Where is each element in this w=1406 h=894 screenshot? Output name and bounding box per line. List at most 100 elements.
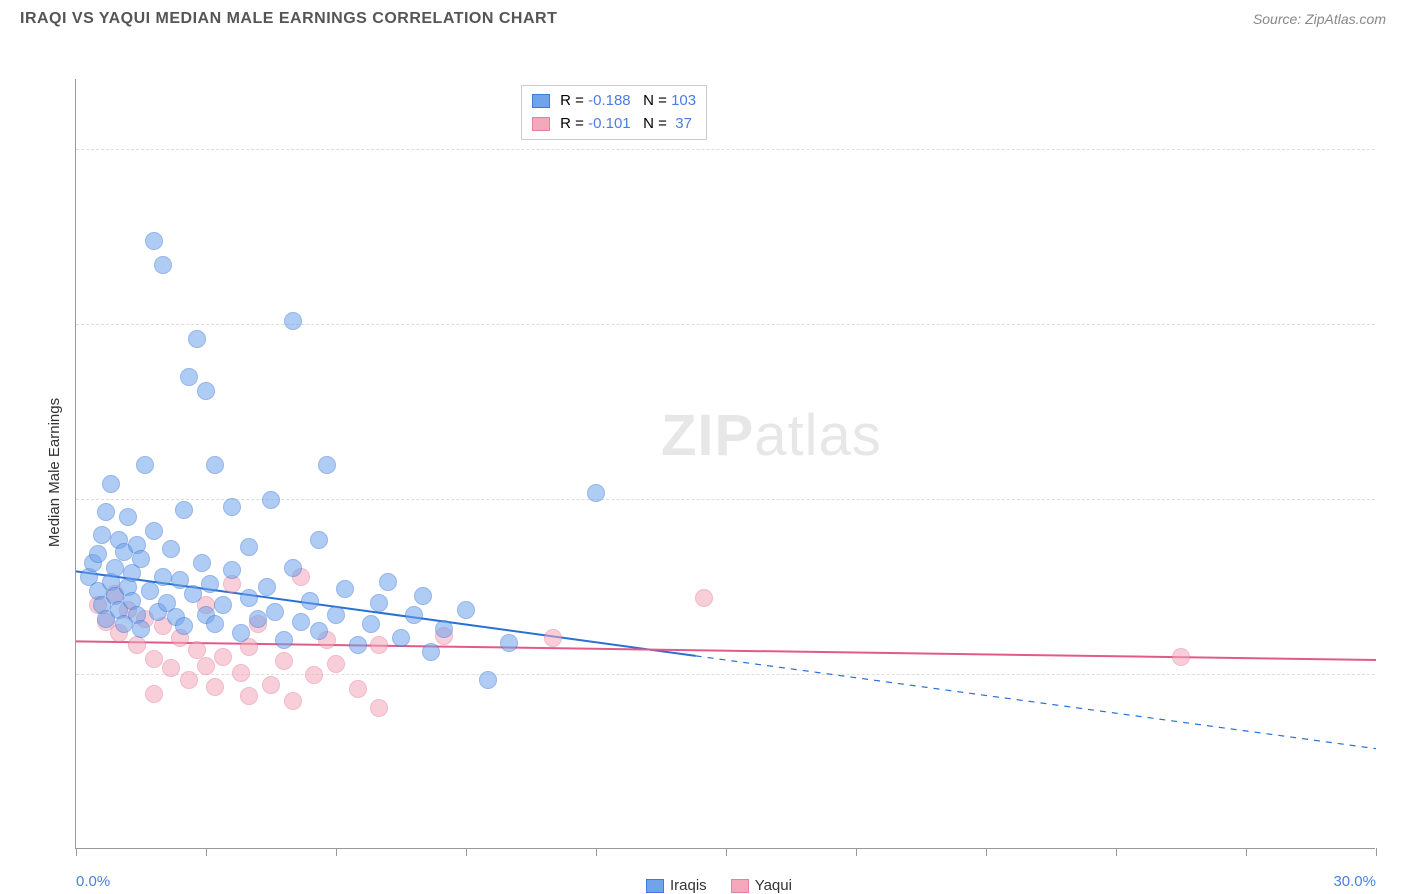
- data-point: [292, 613, 310, 631]
- data-point: [223, 498, 241, 516]
- data-point: [162, 659, 180, 677]
- legend-swatch: [532, 117, 550, 131]
- x-tick: [76, 848, 77, 856]
- data-point: [301, 592, 319, 610]
- data-point: [214, 648, 232, 666]
- data-point: [132, 550, 150, 568]
- legend-swatch: [731, 879, 749, 893]
- x-tick: [336, 848, 337, 856]
- data-point: [1172, 648, 1190, 666]
- data-point: [206, 678, 224, 696]
- legend-item: Iraqis: [646, 877, 707, 894]
- data-point: [327, 655, 345, 673]
- data-point: [305, 666, 323, 684]
- data-point: [154, 568, 172, 586]
- data-point: [188, 330, 206, 348]
- data-point: [214, 596, 232, 614]
- plot-area: ZIPatlas $37,500$75,000$112,500$150,0000…: [75, 79, 1375, 849]
- data-point: [370, 594, 388, 612]
- data-point: [141, 582, 159, 600]
- legend-label: Yaqui: [755, 877, 792, 894]
- x-tick: [1376, 848, 1377, 856]
- data-point: [240, 538, 258, 556]
- data-point: [206, 615, 224, 633]
- data-point: [136, 456, 154, 474]
- legend-text: R = -0.101 N = 37: [556, 113, 692, 136]
- data-point: [119, 508, 137, 526]
- data-point: [258, 578, 276, 596]
- x-tick-label: 0.0%: [76, 873, 110, 890]
- data-point: [379, 573, 397, 591]
- x-tick: [466, 848, 467, 856]
- data-point: [175, 501, 193, 519]
- data-point: [284, 559, 302, 577]
- legend-swatch: [532, 94, 550, 108]
- data-point: [93, 526, 111, 544]
- data-point: [132, 620, 150, 638]
- data-point: [102, 475, 120, 493]
- y-tick-label: $112,500: [1385, 316, 1406, 333]
- data-point: [422, 643, 440, 661]
- legend-label: Iraqis: [670, 877, 707, 894]
- data-point: [435, 620, 453, 638]
- data-point: [414, 587, 432, 605]
- data-point: [232, 664, 250, 682]
- legend-item: Yaqui: [731, 877, 792, 894]
- x-tick: [986, 848, 987, 856]
- data-point: [206, 456, 224, 474]
- data-point: [544, 629, 562, 647]
- data-point: [457, 601, 475, 619]
- x-tick: [1246, 848, 1247, 856]
- data-point: [327, 606, 345, 624]
- data-point: [262, 676, 280, 694]
- data-point: [128, 636, 146, 654]
- y-axis-title: Median Male Earnings: [46, 398, 63, 547]
- data-point: [193, 554, 211, 572]
- data-point: [106, 559, 124, 577]
- data-point: [249, 610, 267, 628]
- data-point: [145, 522, 163, 540]
- source-attribution: Source: ZipAtlas.com: [1253, 11, 1386, 27]
- data-point: [188, 641, 206, 659]
- legend-swatch: [646, 879, 664, 893]
- x-tick: [856, 848, 857, 856]
- data-point: [284, 312, 302, 330]
- data-point: [240, 589, 258, 607]
- data-point: [587, 484, 605, 502]
- regression-lines: [76, 79, 1376, 849]
- data-point: [275, 631, 293, 649]
- legend-row: R = -0.101 N = 37: [532, 113, 696, 136]
- y-tick-label: $150,000: [1385, 141, 1406, 158]
- data-point: [223, 561, 241, 579]
- data-point: [145, 685, 163, 703]
- legend-row: R = -0.188 N = 103: [532, 90, 696, 113]
- x-tick: [596, 848, 597, 856]
- data-point: [175, 617, 193, 635]
- data-point: [154, 256, 172, 274]
- data-point: [318, 456, 336, 474]
- y-tick-label: $75,000: [1385, 491, 1406, 508]
- data-point: [201, 575, 219, 593]
- data-point: [405, 606, 423, 624]
- data-point: [145, 232, 163, 250]
- data-point: [695, 589, 713, 607]
- data-point: [284, 692, 302, 710]
- data-point: [370, 636, 388, 654]
- data-point: [362, 615, 380, 633]
- data-point: [197, 657, 215, 675]
- data-point: [479, 671, 497, 689]
- data-point: [275, 652, 293, 670]
- data-point: [145, 650, 163, 668]
- data-point: [266, 603, 284, 621]
- x-tick: [1116, 848, 1117, 856]
- chart-title: IRAQI VS YAQUI MEDIAN MALE EARNINGS CORR…: [20, 10, 557, 28]
- x-tick: [206, 848, 207, 856]
- data-point: [162, 540, 180, 558]
- data-point: [232, 624, 250, 642]
- data-point: [349, 636, 367, 654]
- data-point: [370, 699, 388, 717]
- series-legend: Iraqis Yaqui: [646, 877, 792, 894]
- data-point: [310, 622, 328, 640]
- data-point: [184, 585, 202, 603]
- x-tick-label: 30.0%: [1333, 873, 1376, 890]
